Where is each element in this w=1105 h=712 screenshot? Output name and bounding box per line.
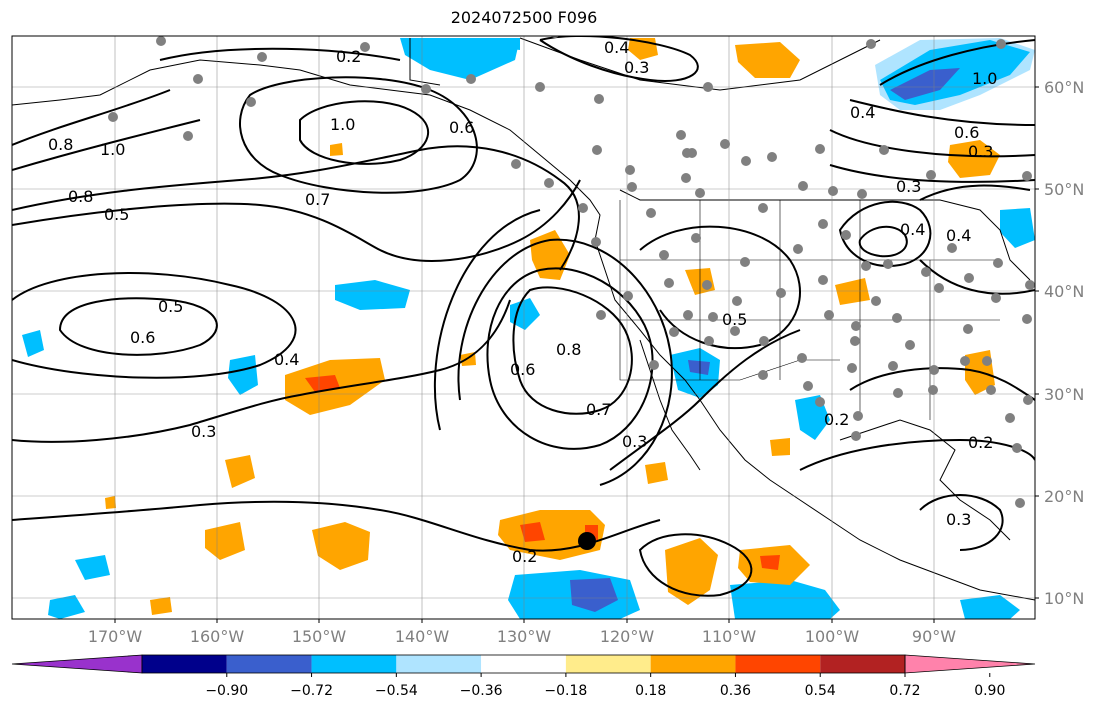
lat-label: 10°N xyxy=(1044,589,1084,608)
colorbar-segment xyxy=(481,655,566,673)
contour-label: 0.6 xyxy=(449,118,474,137)
lon-label: 120°W xyxy=(600,627,655,646)
contour-label: 0.3 xyxy=(946,510,971,529)
colorbar-segment xyxy=(396,655,482,673)
contour-label: 0.3 xyxy=(622,432,647,451)
lon-label: 150°W xyxy=(292,627,347,646)
lon-label: 110°W xyxy=(702,627,757,646)
contour-label: 0.4 xyxy=(900,220,925,239)
contour-label: 0.3 xyxy=(191,422,216,441)
contour-label: 0.8 xyxy=(68,187,93,206)
latitude-labels: 60°N 50°N 40°N 30°N 20°N 10°N xyxy=(1035,78,1084,608)
contour-label: 0.3 xyxy=(968,142,993,161)
colorbar-label: −0.72 xyxy=(290,683,333,699)
contour-label: 0.7 xyxy=(305,190,330,209)
contour-label: 0.6 xyxy=(954,123,979,142)
contour-label: 0.2 xyxy=(336,47,361,66)
contour-label: 0.3 xyxy=(896,177,921,196)
graticule xyxy=(12,36,1035,619)
colorbar-segment xyxy=(650,655,736,673)
colorbar-segment xyxy=(226,655,312,673)
station-markers xyxy=(108,36,1035,508)
lon-label: 90°W xyxy=(912,627,956,646)
contour-label: 1.0 xyxy=(330,115,355,134)
colorbar-label: 0.18 xyxy=(635,683,666,699)
colorbar-segment xyxy=(735,655,821,673)
colorbar-label: 0.72 xyxy=(889,683,920,699)
contour-label: 0.5 xyxy=(158,297,183,316)
target-point-marker xyxy=(578,532,596,550)
map-title: 2024072500 F096 xyxy=(450,8,598,27)
colorbar-extend-high xyxy=(904,654,1036,674)
longitude-labels: 170°W 160°W 150°W 140°W 130°W 120°W 110°… xyxy=(88,619,956,646)
lon-label: 140°W xyxy=(395,627,450,646)
colorbar-label: −0.90 xyxy=(205,683,248,699)
lat-label: 50°N xyxy=(1044,180,1084,199)
contour-label: 0.8 xyxy=(48,135,73,154)
colorbar: −0.90 −0.72 −0.54 −0.36 −0.18 0.18 0.36 0.54 0.7… xyxy=(11,654,1036,699)
contour-label: 0.6 xyxy=(510,360,535,379)
contour-label: 0.4 xyxy=(604,38,629,57)
lat-label: 60°N xyxy=(1044,78,1084,97)
colorbar-segment xyxy=(820,655,905,673)
lat-label: 40°N xyxy=(1044,282,1084,301)
colorbar-segment xyxy=(311,655,397,673)
contour-label: 0.2 xyxy=(824,410,849,429)
lat-label: 20°N xyxy=(1044,487,1084,506)
contour-label: 1.0 xyxy=(972,69,997,88)
contour-label: 0.7 xyxy=(586,400,611,419)
contour-lines xyxy=(12,36,1035,597)
contour-label: 0.3 xyxy=(624,58,649,77)
lon-label: 170°W xyxy=(88,627,143,646)
contour-label: 0.4 xyxy=(274,350,299,369)
lon-label: 100°W xyxy=(805,627,860,646)
colorbar-segment xyxy=(565,655,651,673)
colorbar-segment xyxy=(142,655,227,673)
contour-label: 0.2 xyxy=(968,433,993,452)
colorbar-label: 0.54 xyxy=(805,683,836,699)
colorbar-label: 0.90 xyxy=(974,683,1005,699)
state-borders xyxy=(619,200,1000,420)
lon-label: 130°W xyxy=(497,627,552,646)
contour-label: 0.5 xyxy=(104,205,129,224)
contour-label: 0.4 xyxy=(850,103,875,122)
anomaly-shading xyxy=(22,38,1035,619)
colorbar-outline xyxy=(141,654,906,674)
lon-label: 160°W xyxy=(190,627,245,646)
contour-label: 0.5 xyxy=(722,310,747,329)
contour-label: 0.6 xyxy=(130,328,155,347)
colorbar-label: 0.36 xyxy=(720,683,751,699)
colorbar-label: −0.36 xyxy=(460,683,503,699)
colorbar-label: −0.18 xyxy=(544,683,587,699)
contour-label: 0.2 xyxy=(512,547,537,566)
lat-label: 30°N xyxy=(1044,385,1084,404)
colorbar-label: −0.54 xyxy=(375,683,418,699)
contour-label: 0.4 xyxy=(946,226,971,245)
contour-label-group: 0.2 0.4 0.3 1.0 0.6 0.8 1.0 0.8 0.5 0.7 … xyxy=(48,38,997,566)
contour-label: 1.0 xyxy=(100,140,125,159)
contour-label: 0.8 xyxy=(556,340,581,359)
colorbar-extend-low xyxy=(11,654,143,674)
